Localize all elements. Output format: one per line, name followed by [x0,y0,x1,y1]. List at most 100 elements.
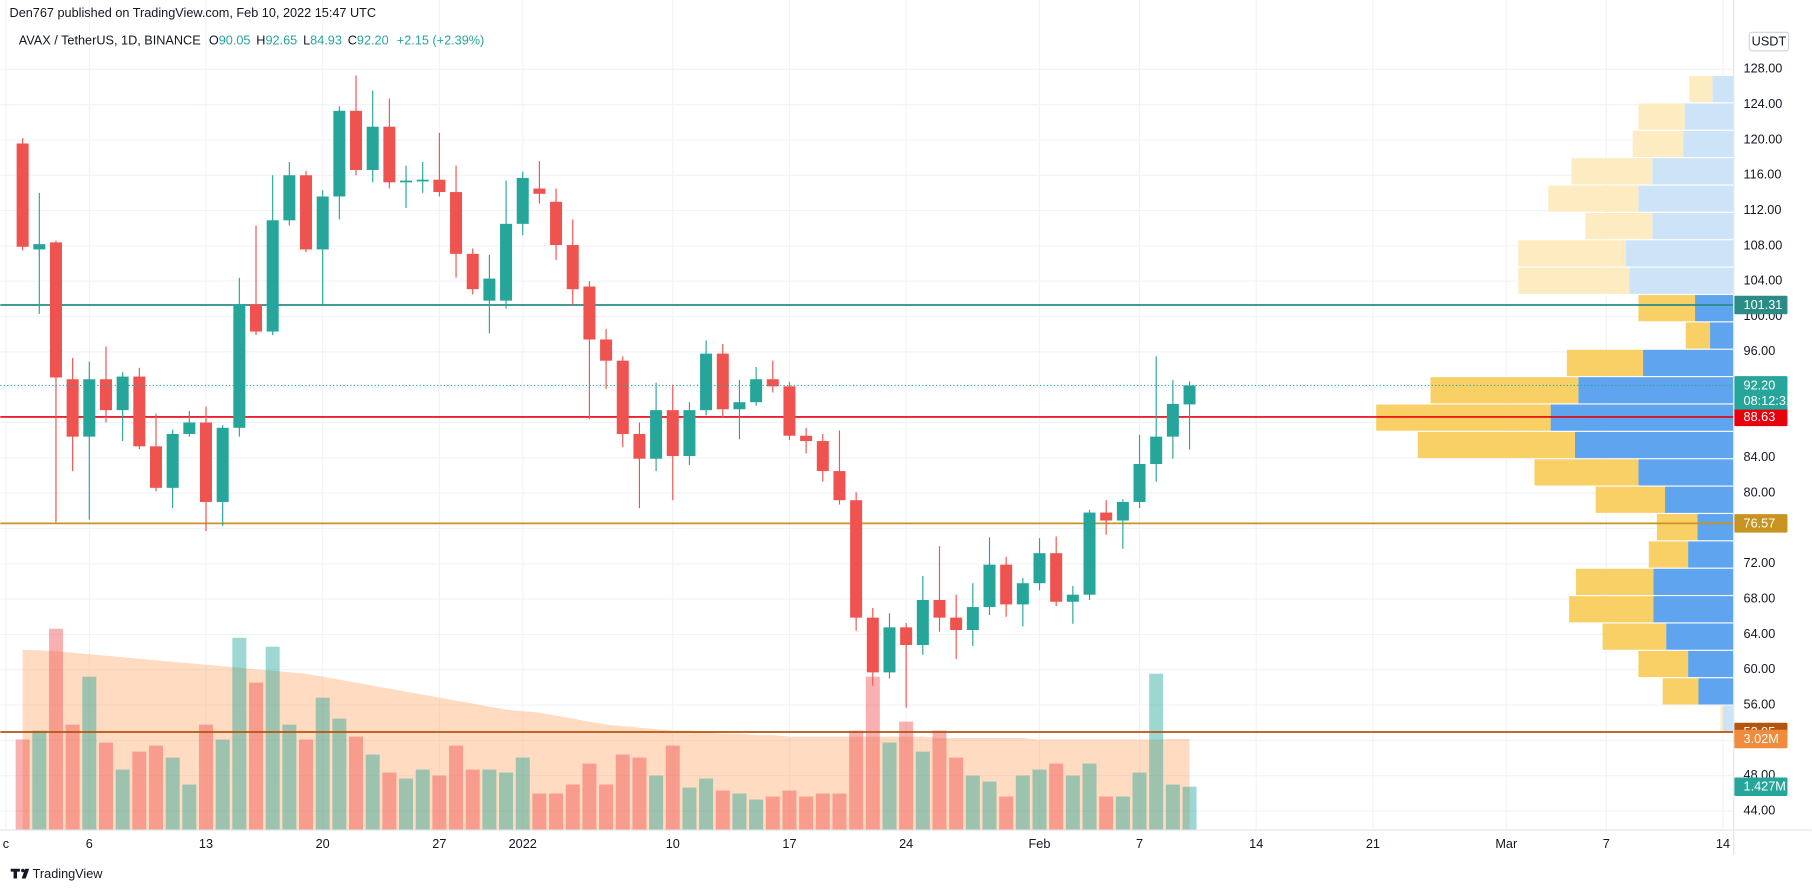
profile-down [1685,322,1711,349]
candle-body [516,177,529,224]
profile-down [1576,568,1654,595]
legend-high: 92.65 [265,34,297,48]
volume-bar [899,721,914,830]
level-label: 88.63 [1744,410,1776,424]
level-label: 76.57 [1744,516,1776,530]
y-tick-label: 60.00 [1744,662,1776,676]
x-tick-label: 21 [1366,837,1380,851]
candle-body [116,376,129,411]
volume-bar [48,628,63,830]
candle-body [616,360,629,434]
volume-bar [1132,772,1147,830]
x-tick-label: 27 [432,837,446,851]
profile-down [1602,623,1667,650]
candle-body [1033,553,1046,584]
volume-bar [549,793,564,830]
x-tick-label: 20 [316,837,330,851]
volume-label-box [1734,777,1788,796]
volume-bar [515,757,530,830]
volume-bar [715,790,730,830]
volume-bar [382,772,397,830]
volume-bar [98,742,113,830]
volume-label: 1.427M [1744,780,1786,794]
profile-down [1585,212,1653,240]
candle-body [983,564,996,608]
volume-bar [465,769,480,830]
x-tick-label: 10 [666,837,680,851]
candle-body [250,304,263,332]
x-tick-label: 14 [1249,837,1263,851]
candle-body [49,242,62,378]
volume-bar [849,730,864,830]
candle-body [883,627,896,673]
profile-up [1666,623,1734,650]
profile-up [1652,212,1734,240]
candle-body [266,220,279,332]
volume-bar [32,730,47,830]
candle-body [783,386,796,436]
candle-body [300,175,313,250]
y-tick-label: 68.00 [1744,591,1776,605]
legend-close: 92.20 [357,34,389,48]
last-price-label-box [1734,376,1788,410]
x-tick-label: Feb [1029,837,1051,851]
y-tick-label: 128.00 [1744,62,1783,76]
profile-up [1664,486,1734,513]
volume-bar [148,745,163,830]
volume-bar [882,742,897,830]
profile-down [1566,349,1644,377]
candle-body [850,500,863,618]
volume-bar [449,745,464,830]
profile-down [1720,705,1723,732]
volume-ma-area [22,649,1190,830]
candle-body [433,179,446,193]
y-tick-label: 56.00 [1744,697,1776,711]
x-tick-label: 17 [782,837,796,851]
volume-bar [915,751,930,830]
candle-body [966,607,979,630]
volume-bar [115,769,130,830]
currency-box[interactable] [1748,31,1790,52]
y-tick-label: 72.00 [1744,556,1776,570]
y-tick-label: 80.00 [1744,485,1776,499]
candle-body [1016,583,1029,605]
y-tick-label: 120.00 [1744,132,1783,146]
volume-bar [199,724,214,830]
volume-bar [749,799,764,830]
legend-change: +2.15 (+2.39%) [397,34,484,48]
volume-bar [632,757,647,830]
y-tick-label: 108.00 [1744,238,1783,252]
candle-body [450,192,463,254]
volume-bar [1182,786,1197,830]
volume-bar [815,793,830,830]
candle-body [750,379,763,403]
level-label-box [1734,295,1788,315]
candle-body [216,427,229,502]
volume-bar [682,787,697,830]
x-tick-label: 6 [86,837,93,851]
candle-body [1083,512,1096,595]
profile-down [1638,295,1696,322]
candle-body [149,446,162,488]
volume-bar [165,757,180,830]
profile-up [1629,267,1734,294]
volume-bar [699,778,714,830]
volume-bar [615,754,630,830]
profile-up [1653,568,1734,595]
volume-bar [332,718,347,830]
volume-bar [1165,784,1180,830]
profile-up [1697,514,1734,541]
profile-down [1632,130,1684,158]
profile-up [1688,650,1734,678]
profile-up [1712,76,1734,103]
volume-label: 3.02M [1744,732,1779,746]
level-label: 101.31 [1744,298,1783,312]
candle-body [1183,385,1196,405]
volume-bar [582,763,597,830]
candle-body [633,433,646,459]
volume-bar [832,793,847,830]
x-tick-label: c [3,837,10,851]
profile-up [1710,322,1734,349]
profile-down [1648,541,1689,568]
